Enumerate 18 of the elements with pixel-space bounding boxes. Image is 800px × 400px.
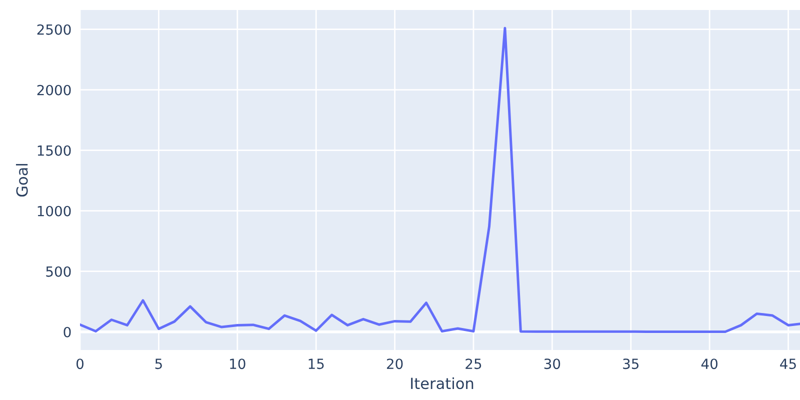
y-axis-title: Goal [16,164,28,197]
x-tick-label: 30 [544,358,560,370]
y-tick-label: 0 [64,326,71,338]
x-axis-title: Iteration [411,377,474,390]
y-tick-label: 1500 [38,145,71,156]
x-tick-label: 0 [76,358,84,370]
y-tick-label: 2500 [37,24,71,35]
x-tick-label: 40 [701,358,718,370]
x-tick-label: 35 [623,358,638,370]
y-tick-label: 2000 [37,84,71,96]
x-tick-label: 15 [308,358,324,370]
x-tick-label: 20 [386,358,403,370]
y-tick-label: 1000 [38,206,71,216]
x-tick-label: 5 [155,358,162,370]
y-tick-label: 500 [46,266,71,277]
x-tick-label: 25 [466,358,482,370]
x-tick-label: 45 [780,358,796,370]
x-tick-label: 10 [230,358,246,370]
